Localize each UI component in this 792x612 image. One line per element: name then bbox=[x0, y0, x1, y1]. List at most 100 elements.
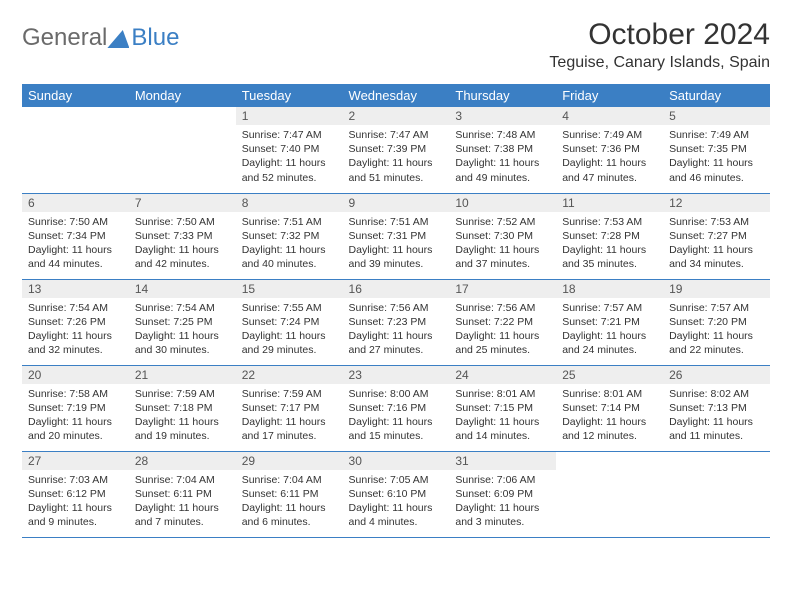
day-details: Sunrise: 7:56 AMSunset: 7:23 PMDaylight:… bbox=[343, 298, 450, 362]
day-details: Sunrise: 7:04 AMSunset: 6:11 PMDaylight:… bbox=[236, 470, 343, 534]
day-number: 21 bbox=[129, 366, 236, 384]
day-number: 29 bbox=[236, 452, 343, 470]
day-number: 7 bbox=[129, 194, 236, 212]
header-friday: Friday bbox=[556, 84, 663, 107]
day-number: 26 bbox=[663, 366, 770, 384]
day-number: 14 bbox=[129, 280, 236, 298]
weekday-header-row: Sunday Monday Tuesday Wednesday Thursday… bbox=[22, 84, 770, 107]
day-details: Sunrise: 8:02 AMSunset: 7:13 PMDaylight:… bbox=[663, 384, 770, 448]
calendar-cell: 18Sunrise: 7:57 AMSunset: 7:21 PMDayligh… bbox=[556, 279, 663, 365]
calendar-cell bbox=[663, 451, 770, 537]
calendar-cell: 13Sunrise: 7:54 AMSunset: 7:26 PMDayligh… bbox=[22, 279, 129, 365]
day-number: 3 bbox=[449, 107, 556, 125]
day-number: 19 bbox=[663, 280, 770, 298]
day-details: Sunrise: 8:00 AMSunset: 7:16 PMDaylight:… bbox=[343, 384, 450, 448]
day-number: 15 bbox=[236, 280, 343, 298]
calendar-cell: 29Sunrise: 7:04 AMSunset: 6:11 PMDayligh… bbox=[236, 451, 343, 537]
day-number: 20 bbox=[22, 366, 129, 384]
header-tuesday: Tuesday bbox=[236, 84, 343, 107]
calendar-cell bbox=[129, 107, 236, 193]
day-details: Sunrise: 7:54 AMSunset: 7:26 PMDaylight:… bbox=[22, 298, 129, 362]
day-details: Sunrise: 7:05 AMSunset: 6:10 PMDaylight:… bbox=[343, 470, 450, 534]
day-details: Sunrise: 7:03 AMSunset: 6:12 PMDaylight:… bbox=[22, 470, 129, 534]
calendar-row: 6Sunrise: 7:50 AMSunset: 7:34 PMDaylight… bbox=[22, 193, 770, 279]
calendar-cell: 17Sunrise: 7:56 AMSunset: 7:22 PMDayligh… bbox=[449, 279, 556, 365]
calendar-row: 13Sunrise: 7:54 AMSunset: 7:26 PMDayligh… bbox=[22, 279, 770, 365]
logo: General Blue bbox=[22, 24, 179, 52]
calendar-cell: 19Sunrise: 7:57 AMSunset: 7:20 PMDayligh… bbox=[663, 279, 770, 365]
location-text: Teguise, Canary Islands, Spain bbox=[549, 54, 770, 72]
day-number: 30 bbox=[343, 452, 450, 470]
day-number: 4 bbox=[556, 107, 663, 125]
day-details: Sunrise: 7:55 AMSunset: 7:24 PMDaylight:… bbox=[236, 298, 343, 362]
calendar-cell bbox=[556, 451, 663, 537]
day-details: Sunrise: 7:54 AMSunset: 7:25 PMDaylight:… bbox=[129, 298, 236, 362]
calendar-cell: 9Sunrise: 7:51 AMSunset: 7:31 PMDaylight… bbox=[343, 193, 450, 279]
calendar-cell: 10Sunrise: 7:52 AMSunset: 7:30 PMDayligh… bbox=[449, 193, 556, 279]
calendar-cell: 11Sunrise: 7:53 AMSunset: 7:28 PMDayligh… bbox=[556, 193, 663, 279]
day-details: Sunrise: 8:01 AMSunset: 7:15 PMDaylight:… bbox=[449, 384, 556, 448]
calendar-table: Sunday Monday Tuesday Wednesday Thursday… bbox=[22, 84, 770, 538]
day-details: Sunrise: 7:50 AMSunset: 7:33 PMDaylight:… bbox=[129, 212, 236, 276]
header-monday: Monday bbox=[129, 84, 236, 107]
day-details: Sunrise: 7:49 AMSunset: 7:36 PMDaylight:… bbox=[556, 125, 663, 189]
calendar-cell: 25Sunrise: 8:01 AMSunset: 7:14 PMDayligh… bbox=[556, 365, 663, 451]
calendar-body: 1Sunrise: 7:47 AMSunset: 7:40 PMDaylight… bbox=[22, 107, 770, 537]
calendar-cell: 20Sunrise: 7:58 AMSunset: 7:19 PMDayligh… bbox=[22, 365, 129, 451]
logo-text-blue: Blue bbox=[131, 24, 179, 52]
day-details: Sunrise: 7:59 AMSunset: 7:18 PMDaylight:… bbox=[129, 384, 236, 448]
day-number: 16 bbox=[343, 280, 450, 298]
calendar-cell: 5Sunrise: 7:49 AMSunset: 7:35 PMDaylight… bbox=[663, 107, 770, 193]
day-details: Sunrise: 7:06 AMSunset: 6:09 PMDaylight:… bbox=[449, 470, 556, 534]
logo-text-general: General bbox=[22, 24, 107, 52]
day-number: 12 bbox=[663, 194, 770, 212]
calendar-cell: 21Sunrise: 7:59 AMSunset: 7:18 PMDayligh… bbox=[129, 365, 236, 451]
calendar-cell: 4Sunrise: 7:49 AMSunset: 7:36 PMDaylight… bbox=[556, 107, 663, 193]
calendar-cell: 1Sunrise: 7:47 AMSunset: 7:40 PMDaylight… bbox=[236, 107, 343, 193]
calendar-cell: 12Sunrise: 7:53 AMSunset: 7:27 PMDayligh… bbox=[663, 193, 770, 279]
calendar-row: 27Sunrise: 7:03 AMSunset: 6:12 PMDayligh… bbox=[22, 451, 770, 537]
day-number: 1 bbox=[236, 107, 343, 125]
header-thursday: Thursday bbox=[449, 84, 556, 107]
header-saturday: Saturday bbox=[663, 84, 770, 107]
calendar-cell: 23Sunrise: 8:00 AMSunset: 7:16 PMDayligh… bbox=[343, 365, 450, 451]
day-details: Sunrise: 7:48 AMSunset: 7:38 PMDaylight:… bbox=[449, 125, 556, 189]
day-details: Sunrise: 7:57 AMSunset: 7:21 PMDaylight:… bbox=[556, 298, 663, 362]
day-details: Sunrise: 7:53 AMSunset: 7:28 PMDaylight:… bbox=[556, 212, 663, 276]
day-details: Sunrise: 7:51 AMSunset: 7:32 PMDaylight:… bbox=[236, 212, 343, 276]
day-details: Sunrise: 7:47 AMSunset: 7:40 PMDaylight:… bbox=[236, 125, 343, 189]
calendar-cell bbox=[22, 107, 129, 193]
logo-sail-icon bbox=[107, 30, 129, 48]
calendar-cell: 2Sunrise: 7:47 AMSunset: 7:39 PMDaylight… bbox=[343, 107, 450, 193]
day-number: 22 bbox=[236, 366, 343, 384]
day-number: 27 bbox=[22, 452, 129, 470]
day-details: Sunrise: 7:04 AMSunset: 6:11 PMDaylight:… bbox=[129, 470, 236, 534]
day-details: Sunrise: 7:57 AMSunset: 7:20 PMDaylight:… bbox=[663, 298, 770, 362]
day-number: 31 bbox=[449, 452, 556, 470]
calendar-cell: 15Sunrise: 7:55 AMSunset: 7:24 PMDayligh… bbox=[236, 279, 343, 365]
day-number: 5 bbox=[663, 107, 770, 125]
day-number: 2 bbox=[343, 107, 450, 125]
day-details: Sunrise: 7:59 AMSunset: 7:17 PMDaylight:… bbox=[236, 384, 343, 448]
calendar-row: 1Sunrise: 7:47 AMSunset: 7:40 PMDaylight… bbox=[22, 107, 770, 193]
title-block: October 2024 Teguise, Canary Islands, Sp… bbox=[549, 18, 770, 72]
day-details: Sunrise: 8:01 AMSunset: 7:14 PMDaylight:… bbox=[556, 384, 663, 448]
calendar-cell: 7Sunrise: 7:50 AMSunset: 7:33 PMDaylight… bbox=[129, 193, 236, 279]
day-number: 6 bbox=[22, 194, 129, 212]
calendar-row: 20Sunrise: 7:58 AMSunset: 7:19 PMDayligh… bbox=[22, 365, 770, 451]
day-number: 24 bbox=[449, 366, 556, 384]
day-number: 28 bbox=[129, 452, 236, 470]
header-sunday: Sunday bbox=[22, 84, 129, 107]
header-wednesday: Wednesday bbox=[343, 84, 450, 107]
page-header: General Blue October 2024 Teguise, Canar… bbox=[22, 18, 770, 72]
month-title: October 2024 bbox=[549, 18, 770, 52]
calendar-cell: 30Sunrise: 7:05 AMSunset: 6:10 PMDayligh… bbox=[343, 451, 450, 537]
calendar-cell: 22Sunrise: 7:59 AMSunset: 7:17 PMDayligh… bbox=[236, 365, 343, 451]
calendar-cell: 3Sunrise: 7:48 AMSunset: 7:38 PMDaylight… bbox=[449, 107, 556, 193]
day-number: 23 bbox=[343, 366, 450, 384]
day-details: Sunrise: 7:58 AMSunset: 7:19 PMDaylight:… bbox=[22, 384, 129, 448]
day-number: 9 bbox=[343, 194, 450, 212]
day-details: Sunrise: 7:50 AMSunset: 7:34 PMDaylight:… bbox=[22, 212, 129, 276]
calendar-cell: 16Sunrise: 7:56 AMSunset: 7:23 PMDayligh… bbox=[343, 279, 450, 365]
day-details: Sunrise: 7:47 AMSunset: 7:39 PMDaylight:… bbox=[343, 125, 450, 189]
